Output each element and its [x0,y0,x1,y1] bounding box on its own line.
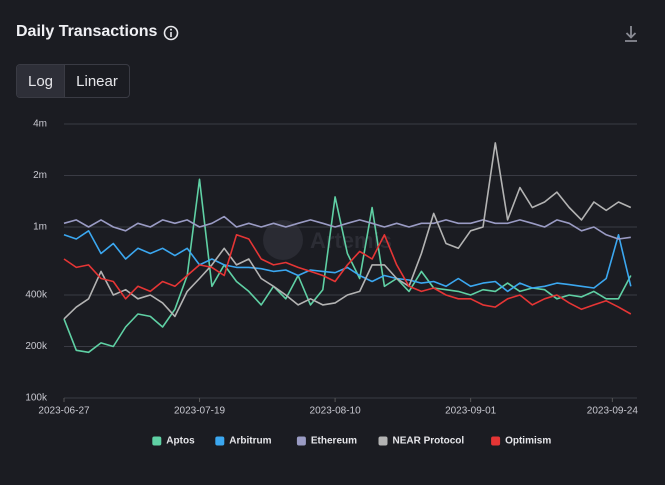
watermark-logo [263,220,303,260]
download-icon[interactable] [622,24,640,44]
series-line [63,234,632,315]
y-tick-label: 200k [25,341,48,352]
legend-label[interactable]: Aptos [166,436,195,447]
legend-swatch[interactable] [378,436,388,446]
series-line [63,215,631,240]
scale-toggle: Log Linear [16,64,130,98]
y-tick-label: 1m [33,222,47,233]
y-tick-label: 4m [33,119,47,130]
legend-swatch[interactable] [215,436,225,446]
legend-swatch[interactable] [491,436,501,446]
y-tick-label: 2m [33,170,47,181]
legend-swatch[interactable] [296,436,306,446]
x-tick-label: 2023-09-01 [445,406,497,417]
x-tick-label: 2023-07-19 [174,406,226,417]
y-tick-label: 400k [25,290,48,301]
series-line [63,142,632,320]
legend-label[interactable]: NEAR Protocol [393,436,465,447]
series-line [63,230,632,293]
info-icon[interactable] [163,25,179,41]
x-tick-label: 2023-08-10 [310,406,362,417]
x-tick-label: 2023-06-27 [38,406,90,417]
legend-label[interactable]: Optimism [505,436,551,447]
scale-button[interactable]: Log [17,65,65,97]
series-line [63,178,632,354]
title: Daily Transactions [16,23,158,40]
y-tick-label: 100k [25,393,48,404]
scale-button[interactable]: Linear [76,72,118,90]
x-tick-label: 2023-09-24 [587,406,639,417]
watermark: Artemis [310,228,392,253]
legend-label[interactable]: Arbitrum [229,436,271,447]
legend-label[interactable]: Ethereum [311,436,357,447]
legend-swatch[interactable] [152,436,162,446]
